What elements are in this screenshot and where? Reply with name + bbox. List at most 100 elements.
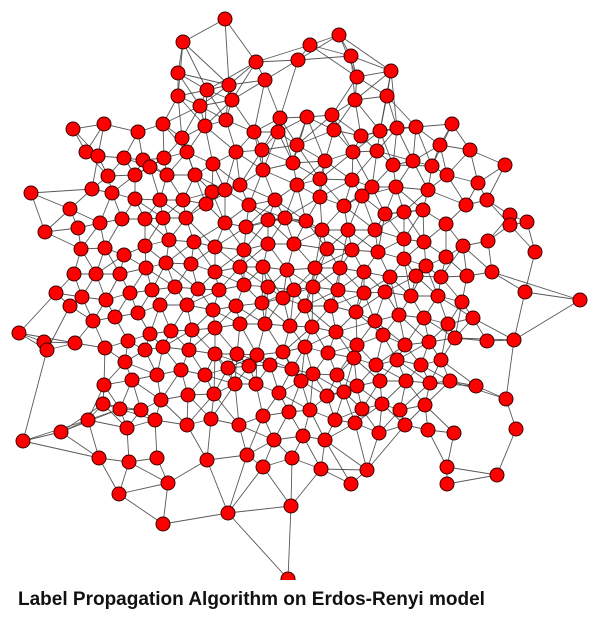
graph-node	[385, 157, 401, 173]
graph-node	[299, 109, 315, 125]
graph-node	[255, 408, 271, 424]
graph-node	[479, 333, 495, 349]
graph-node	[127, 191, 143, 207]
graph-node	[382, 269, 398, 285]
graph-node	[260, 279, 276, 295]
graph-edge	[227, 512, 289, 580]
graph-edge	[118, 482, 169, 495]
graph-node	[153, 392, 169, 408]
graph-edge	[354, 70, 392, 101]
graph-node	[220, 505, 236, 521]
graph-edge	[496, 428, 517, 476]
graph-node	[424, 158, 440, 174]
graph-node	[271, 385, 287, 401]
graph-node	[349, 337, 365, 353]
graph-node	[368, 357, 384, 373]
graph-node	[122, 285, 138, 301]
graph-node	[248, 54, 264, 70]
graph-node	[327, 412, 343, 428]
graph-node	[295, 428, 311, 444]
graph-node	[420, 182, 436, 198]
graph-node	[305, 279, 321, 295]
graph-node	[388, 179, 404, 195]
graph-node	[326, 122, 342, 138]
graph-edge	[297, 34, 340, 61]
graph-node	[319, 388, 335, 404]
graph-edge	[224, 18, 230, 86]
graph-node	[281, 404, 297, 420]
graph-node	[377, 284, 393, 300]
graph-node	[257, 316, 273, 332]
graph-edge	[306, 116, 326, 162]
graph-node	[160, 475, 176, 491]
graph-node	[130, 124, 146, 140]
graph-node	[470, 175, 486, 191]
graph-node	[260, 236, 276, 252]
graph-node	[304, 319, 320, 335]
graph-node	[207, 264, 223, 280]
graph-node	[53, 424, 69, 440]
graph-node	[349, 378, 365, 394]
graph-node	[416, 310, 432, 326]
graph-edge	[279, 117, 294, 164]
graph-node	[336, 384, 352, 400]
graph-node	[104, 185, 120, 201]
graph-node	[270, 124, 286, 140]
graph-node	[354, 188, 370, 204]
graph-edge	[177, 72, 230, 86]
graph-edge	[206, 459, 229, 514]
graph-node	[345, 144, 361, 160]
graph-edge	[287, 505, 292, 580]
graph-node	[442, 373, 458, 389]
graph-node	[297, 339, 313, 355]
graph-node	[133, 402, 149, 418]
graph-edge	[366, 424, 406, 471]
graph-node	[80, 412, 96, 428]
graph-node	[347, 415, 363, 431]
graph-edge	[167, 459, 208, 484]
graph-node	[205, 302, 221, 318]
graph-node	[284, 361, 300, 377]
graph-node	[241, 358, 257, 374]
graph-node	[90, 148, 106, 164]
graph-node	[167, 279, 183, 295]
graph-node	[479, 192, 495, 208]
graph-node	[187, 167, 203, 183]
graph-edge	[472, 317, 515, 341]
graph-node	[458, 197, 474, 213]
graph-node	[142, 326, 158, 342]
graph-node	[440, 316, 456, 332]
graph-node	[286, 236, 302, 252]
graph-node	[364, 179, 380, 195]
graph-edge	[513, 299, 581, 341]
graph-node	[84, 181, 100, 197]
graph-node	[100, 168, 116, 184]
graph-node	[572, 292, 588, 308]
graph-edge	[324, 439, 368, 471]
graph-edge	[227, 505, 292, 514]
graph-node	[349, 69, 365, 85]
graph-node	[179, 297, 195, 313]
graph-node	[324, 107, 340, 123]
graph-edge	[290, 468, 322, 507]
graph-node	[519, 214, 535, 230]
graph-node	[255, 459, 271, 475]
graph-node	[279, 262, 295, 278]
graph-edge	[309, 44, 358, 78]
graph-node	[119, 420, 135, 436]
graph-node	[317, 153, 333, 169]
graph-edge	[290, 457, 293, 507]
graph-node	[173, 362, 189, 378]
graph-node	[497, 157, 513, 173]
graph-edge	[354, 422, 368, 471]
graph-node	[433, 269, 449, 285]
graph-node	[377, 206, 393, 222]
graph-node	[432, 137, 448, 153]
graph-node	[353, 128, 369, 144]
graph-edge	[446, 474, 498, 485]
graph-node	[37, 224, 53, 240]
graph-node	[359, 462, 375, 478]
graph-node	[343, 48, 359, 64]
graph-node	[239, 447, 255, 463]
graph-node	[155, 210, 171, 226]
